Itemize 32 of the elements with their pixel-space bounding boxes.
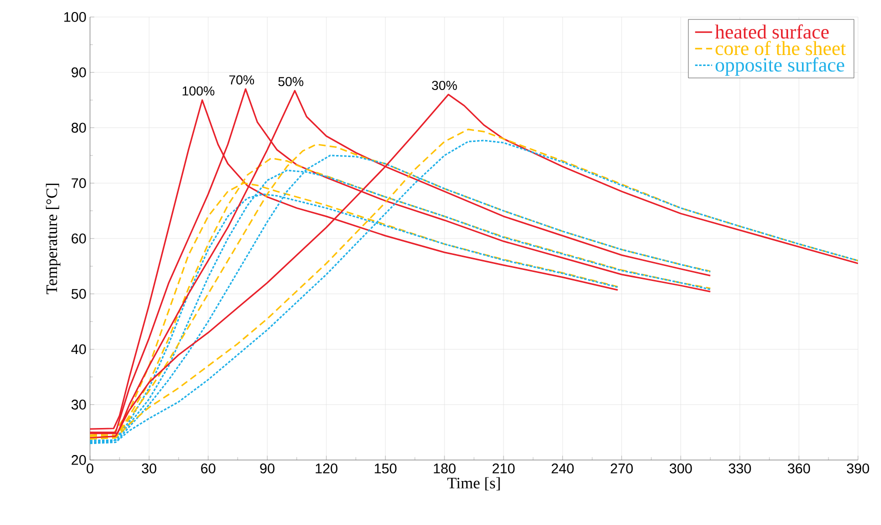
y-tick-label: 30 xyxy=(71,400,86,410)
x-tick-label: 390 xyxy=(846,464,870,474)
y-tick-label: 40 xyxy=(71,344,86,354)
legend-label: heated surface xyxy=(715,24,829,39)
y-tick-label: 60 xyxy=(72,234,86,244)
y-tick-label: 70 xyxy=(72,178,86,188)
legend-label: core of the sheet xyxy=(716,40,846,56)
y-tick-label: 100 xyxy=(64,12,86,22)
x-tick-label: 210 xyxy=(492,464,515,474)
y-tick-label: 20 xyxy=(72,455,86,465)
annotation: 30% xyxy=(432,80,457,90)
annotation: 70% xyxy=(229,75,254,84)
x-tick-label: 0 xyxy=(86,464,94,474)
x-tick-label: 240 xyxy=(552,464,574,474)
x-tick-label: 150 xyxy=(374,464,396,474)
x-tick-label: 270 xyxy=(610,464,633,474)
annotation: 100% xyxy=(182,86,214,96)
x-tick-label: 330 xyxy=(728,464,751,474)
y-axis-title: Temperature [°C] xyxy=(46,184,60,294)
x-axis-title: Time [s] xyxy=(447,477,500,490)
x-tick-label: 60 xyxy=(201,464,216,474)
y-tick-label: 90 xyxy=(72,67,86,78)
x-tick-label: 300 xyxy=(670,464,692,474)
x-tick-label: 30 xyxy=(142,464,156,474)
annotation: 50% xyxy=(278,76,304,86)
x-tick-label: 90 xyxy=(260,464,274,474)
x-tick-label: 180 xyxy=(434,464,456,474)
x-tick-label: 120 xyxy=(316,464,338,474)
legend-label: opposite surface xyxy=(716,57,844,76)
x-tick-label: 360 xyxy=(788,464,810,474)
y-tick-label: 80 xyxy=(72,122,86,133)
y-tick-label: 50 xyxy=(72,288,86,299)
